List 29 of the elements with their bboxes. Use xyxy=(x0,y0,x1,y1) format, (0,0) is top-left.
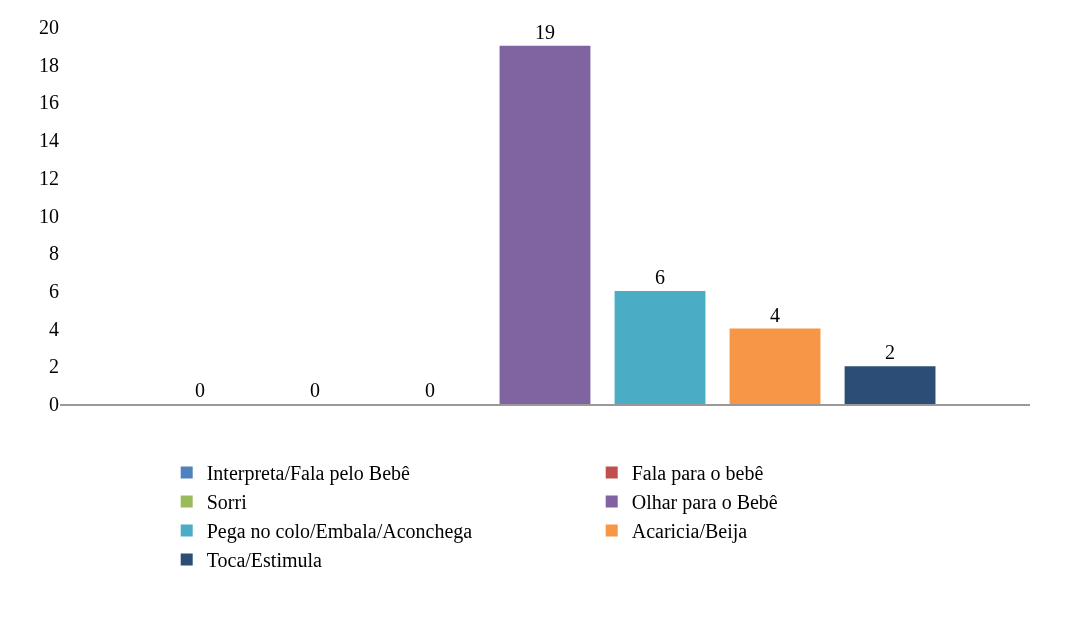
data-label: 0 xyxy=(194,379,205,401)
legend-label: Toca/Estimula xyxy=(206,549,323,572)
data-label: 4 xyxy=(770,303,781,326)
data-label: 2 xyxy=(885,341,896,364)
legend-label: Olhar para o Bebê xyxy=(631,491,778,515)
y-tick-label: 20 xyxy=(39,16,59,38)
data-label: 0 xyxy=(424,379,435,401)
legend-label: Sorri xyxy=(206,491,248,514)
bar xyxy=(614,290,706,404)
bar xyxy=(499,45,591,404)
y-tick-label: 12 xyxy=(39,166,59,189)
data-label: 0 xyxy=(309,379,320,401)
legend-label: Interpreta/Fala pelo Bebê xyxy=(206,462,411,486)
legend-label: Acaricia/Beija xyxy=(631,520,748,544)
y-tick-label: 8 xyxy=(49,242,59,265)
y-tick-label: 2 xyxy=(49,355,59,378)
y-tick-label: 6 xyxy=(49,279,59,302)
bar xyxy=(729,328,821,404)
y-tick-label: 10 xyxy=(39,204,59,227)
bar xyxy=(844,366,936,404)
legend-label: Fala para o bebê xyxy=(631,462,764,486)
y-tick-label: 4 xyxy=(49,317,59,340)
legend-label: Pega no colo/Embala/Aconchega xyxy=(206,520,473,544)
y-tick-label: 0 xyxy=(49,393,59,415)
y-tick-label: 18 xyxy=(39,53,59,76)
data-label: 19 xyxy=(535,20,555,43)
y-tick-label: 16 xyxy=(39,91,59,114)
y-tick-label: 14 xyxy=(39,129,59,152)
data-label: 6 xyxy=(655,265,666,288)
